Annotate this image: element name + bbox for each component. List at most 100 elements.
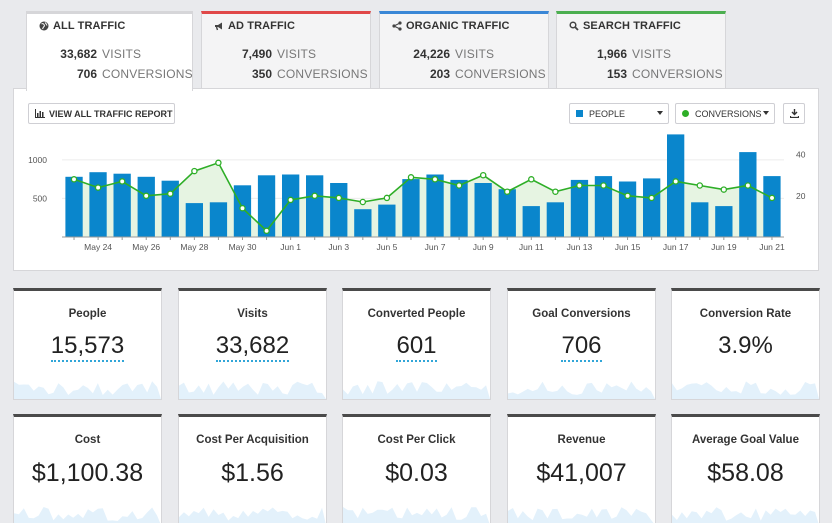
people-bar xyxy=(209,202,228,237)
metric-value-text: $1.56 xyxy=(221,459,284,487)
globe-icon xyxy=(39,21,49,31)
tab-visits-value: 7,490 xyxy=(241,47,272,61)
tab-ad-traffic[interactable]: AD TRAFFIC 7,490 VISITS 350 CONVERSIONS xyxy=(201,11,371,88)
people-bar xyxy=(426,174,444,237)
people-bar xyxy=(378,204,396,237)
metric-card-people: People 15,573 xyxy=(13,288,162,400)
people-bar xyxy=(667,134,685,237)
metric-value-text: 601 xyxy=(396,332,437,362)
tab-search-traffic[interactable]: SEARCH TRAFFIC 1,966 VISITS 153 CONVERSION… xyxy=(556,11,726,88)
x-tick-label: Jun 19 xyxy=(711,242,737,252)
x-tick-label: Jun 3 xyxy=(328,242,349,252)
people-bar xyxy=(282,174,300,237)
tab-conversions-value: 706 xyxy=(76,67,97,81)
conversions-point xyxy=(215,159,222,167)
conversions-point xyxy=(744,182,752,189)
conversions-point xyxy=(311,192,318,200)
sparkline xyxy=(672,507,819,523)
tab-conversions-label: CONVERSIONS xyxy=(277,67,368,81)
people-bar xyxy=(450,179,468,237)
metric-label: Cost Per Click xyxy=(377,434,456,446)
x-tick-label: Jun 5 xyxy=(377,242,398,252)
sparkline xyxy=(508,507,654,523)
tab-title: ORGANIC TRAFFIC xyxy=(406,20,510,32)
download-button[interactable] xyxy=(783,103,805,124)
x-tick-label: Jun 9 xyxy=(473,242,494,252)
conversions-color-swatch xyxy=(682,110,689,117)
sparkline xyxy=(179,381,326,399)
metric-value-text: $1,100.38 xyxy=(31,459,144,487)
metric-card-average-goal-value: Average Goal Value $58.08 xyxy=(671,414,820,523)
conversions-point xyxy=(191,167,198,175)
metric-label: Cost xyxy=(74,434,101,446)
metric-value: $1,100.38 xyxy=(14,459,161,488)
y-left-tick-label: 500 xyxy=(33,193,47,203)
metric-value-text: 15,573 xyxy=(50,332,125,362)
metric-value-text: $41,007 xyxy=(536,459,627,487)
metric-value[interactable]: 601 xyxy=(343,332,490,362)
conversions-point xyxy=(118,178,126,185)
metric-card-visits: Visits 33,682 xyxy=(178,288,327,400)
metric-value: $0.03 xyxy=(343,459,490,488)
people-color-swatch xyxy=(576,110,583,117)
tab-organic-traffic[interactable]: ORGANIC TRAFFIC 24,226 VISITS 203 CONVERSI… xyxy=(379,11,549,88)
people-bar xyxy=(594,176,613,237)
report-button-label: VIEW ALL TRAFFIC REPORT xyxy=(49,108,173,119)
metric-value[interactable]: 15,573 xyxy=(14,332,161,362)
metric-value: $1.56 xyxy=(179,459,326,488)
people-series-select[interactable]: PEOPLE xyxy=(569,103,669,124)
sparkline xyxy=(343,507,490,523)
conversions-point xyxy=(768,194,776,202)
conversions-point xyxy=(552,188,559,195)
x-tick-label: May 26 xyxy=(132,242,160,252)
people-bar xyxy=(137,176,155,237)
conversions-point xyxy=(503,188,511,195)
metric-label: Cost Per Acquisition xyxy=(196,434,309,446)
conversions-point xyxy=(648,194,655,202)
tab-title: ALL TRAFFIC xyxy=(53,20,126,32)
sparkline xyxy=(14,507,161,523)
tab-all-traffic[interactable]: ALL TRAFFIC 33,682 VISITS 706 CONVERSIONS xyxy=(26,11,193,91)
people-bar xyxy=(474,183,492,237)
people-bar xyxy=(643,178,661,237)
tab-visits-label: VISITS xyxy=(632,47,672,61)
x-tick-label: Jun 11 xyxy=(519,242,544,252)
metric-value-text: 706 xyxy=(561,332,602,362)
conversions-point xyxy=(142,192,150,200)
metric-value-text: 3.9% xyxy=(718,332,773,359)
tab-visits-label: VISITS xyxy=(277,47,317,61)
people-bar xyxy=(402,179,420,237)
tab-conversions-label: CONVERSIONS xyxy=(455,67,546,81)
x-tick-label: Jun 13 xyxy=(567,242,593,252)
metric-value[interactable]: 33,682 xyxy=(179,332,326,362)
conversions-point xyxy=(720,186,728,193)
traffic-chart-panel: VIEW ALL TRAFFIC REPORT PEOPLE CONVERSIO… xyxy=(13,88,819,271)
people-bar xyxy=(185,203,203,237)
tab-conversions-label: CONVERSIONS xyxy=(102,67,193,81)
chevron-down-icon xyxy=(657,111,663,115)
people-bar xyxy=(763,176,781,237)
metric-card-cost-per-acquisition: Cost Per Acquisition $1.56 xyxy=(178,414,327,523)
conversions-point xyxy=(335,194,343,202)
metric-label: Visits xyxy=(237,308,268,320)
sparkline xyxy=(343,381,490,399)
sparkline xyxy=(14,381,161,399)
metric-card-converted-people: Converted People 601 xyxy=(342,288,491,400)
metric-value-text: $58.08 xyxy=(707,459,784,487)
conversions-point xyxy=(528,176,535,183)
download-icon xyxy=(789,109,799,118)
search-icon xyxy=(569,21,579,31)
people-bar xyxy=(306,175,324,237)
tab-visits-value: 33,682 xyxy=(60,47,97,61)
conversions-point xyxy=(167,190,174,197)
conversions-point xyxy=(576,182,583,189)
tab-visits-label: VISITS xyxy=(455,47,495,61)
tab-visits-label: VISITS xyxy=(102,47,142,61)
conversions-series-select[interactable]: CONVERSIONS xyxy=(675,103,775,124)
metric-card-cost-per-click: Cost Per Click $0.03 xyxy=(342,414,491,523)
metric-value[interactable]: 706 xyxy=(508,332,655,362)
view-all-traffic-report-button[interactable]: VIEW ALL TRAFFIC REPORT xyxy=(28,103,175,124)
metric-label: Goal Conversions xyxy=(532,308,631,320)
metric-value: $58.08 xyxy=(672,459,819,488)
people-bar xyxy=(354,209,372,237)
